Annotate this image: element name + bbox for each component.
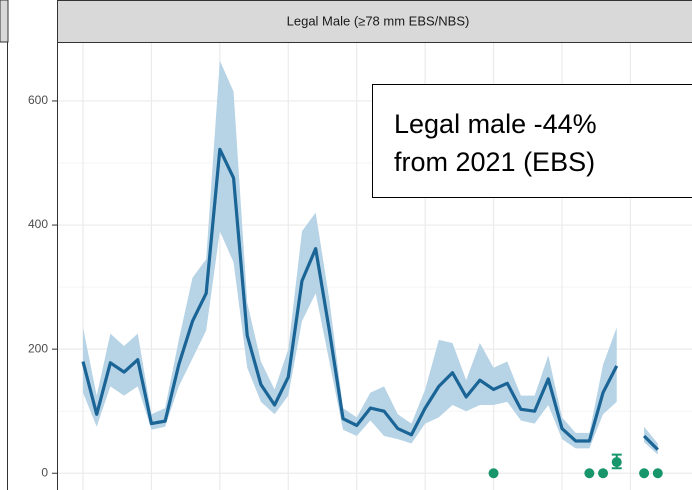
confidence-band [83, 60, 617, 449]
point [488, 468, 499, 479]
line [81, 147, 619, 443]
point [584, 468, 595, 479]
annotation-box [372, 84, 692, 198]
annotation: Legal male -44% [394, 109, 597, 139]
line [642, 434, 659, 451]
y-tick-label: 400 [28, 217, 48, 231]
marks [81, 60, 663, 479]
annotation: from 2021 (EBS) [394, 147, 595, 177]
strip [57, 0, 692, 43]
neighbour-strip [0, 0, 9, 43]
point [652, 468, 663, 479]
point [639, 468, 650, 479]
strip-title: Legal Male (≥78 mm EBS/NBS) [287, 13, 470, 28]
y-tick-label: 0 [41, 465, 48, 479]
point [598, 468, 609, 479]
y-tick-label: 600 [28, 93, 48, 107]
point [611, 457, 622, 468]
y-tick-label: 200 [28, 341, 48, 355]
